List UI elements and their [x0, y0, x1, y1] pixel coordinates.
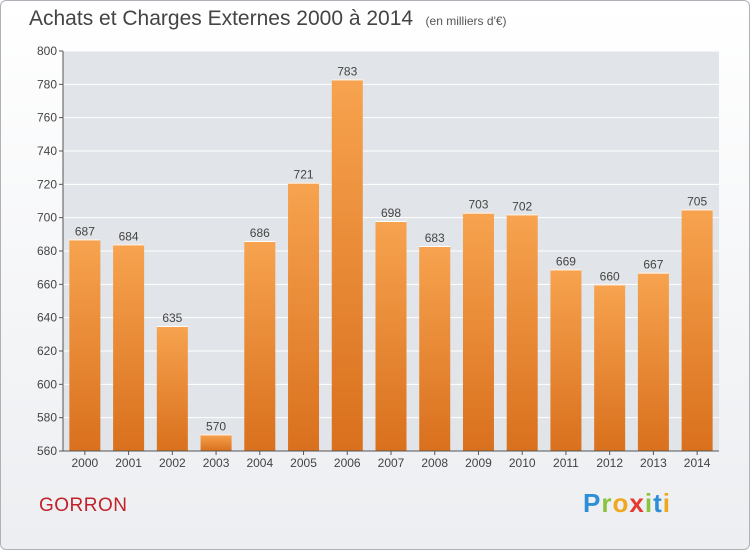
y-tick-label: 600: [37, 377, 57, 391]
bar: [156, 326, 188, 451]
bar-value-label: 705: [687, 194, 707, 208]
x-tick-label: 2003: [203, 456, 230, 470]
bar: [200, 434, 232, 451]
bar: [637, 272, 669, 451]
logo-letter: x: [629, 488, 645, 518]
y-tick-label: 780: [37, 77, 57, 91]
bar: [331, 79, 363, 451]
logo-letter: i: [662, 488, 671, 518]
bar: [113, 244, 145, 451]
y-tick-label: 760: [37, 111, 57, 125]
y-tick-label: 680: [37, 244, 57, 258]
x-tick-label: 2001: [115, 456, 142, 470]
logo-letter: t: [653, 488, 663, 518]
bar-value-label: 783: [337, 64, 357, 78]
title-row: Achats et Charges Externes 2000 à 2014 (…: [29, 7, 507, 31]
x-tick-label: 2005: [290, 456, 317, 470]
x-tick-label: 2000: [72, 456, 99, 470]
logo-letter: o: [612, 488, 630, 518]
bar-value-label: 660: [600, 269, 620, 283]
y-tick-label: 580: [37, 411, 57, 425]
bar: [69, 239, 101, 451]
bar: [462, 212, 494, 451]
x-tick-label: 2010: [509, 456, 536, 470]
bar-value-label: 721: [294, 168, 314, 182]
x-tick-label: 2013: [640, 456, 667, 470]
bar: [375, 221, 407, 451]
x-tick-label: 2002: [159, 456, 186, 470]
bar: [244, 241, 276, 451]
bar-value-label: 635: [162, 311, 182, 325]
bar: [419, 246, 451, 451]
x-tick-label: 2008: [421, 456, 448, 470]
x-tick-label: 2009: [465, 456, 492, 470]
bar-value-label: 667: [643, 258, 663, 272]
bar-value-label: 570: [206, 419, 226, 433]
bar-value-label: 686: [250, 226, 270, 240]
y-tick-label: 640: [37, 311, 57, 325]
city-name: GORRON: [39, 495, 128, 516]
y-tick-label: 660: [37, 277, 57, 291]
x-tick-label: 2007: [378, 456, 405, 470]
bar-value-label: 687: [75, 224, 95, 238]
bar-value-label: 669: [556, 254, 576, 268]
bar: [506, 214, 538, 451]
x-tick-label: 2012: [596, 456, 623, 470]
bar-value-label: 703: [468, 198, 488, 212]
bar-value-label: 684: [119, 229, 139, 243]
y-tick-label: 620: [37, 344, 57, 358]
bar-value-label: 698: [381, 206, 401, 220]
x-tick-label: 2014: [684, 456, 711, 470]
logo-letter: P: [583, 488, 602, 518]
bar: [550, 269, 582, 451]
chart-subtitle: (en milliers d'€): [425, 14, 507, 28]
logo-letter: i: [644, 488, 654, 518]
x-tick-label: 2011: [553, 456, 579, 470]
y-tick-label: 700: [37, 211, 57, 225]
x-tick-label: 2006: [334, 456, 361, 470]
bar-value-label: 702: [512, 199, 532, 213]
y-tick-label: 740: [37, 144, 57, 158]
bar: [288, 182, 320, 451]
chart-title: Achats et Charges Externes 2000 à 2014: [29, 7, 414, 30]
bar: [594, 284, 626, 451]
proxiti-logo: Proxiti: [583, 488, 671, 519]
y-tick-label: 800: [37, 44, 57, 58]
y-tick-label: 560: [37, 444, 57, 458]
y-tick-label: 720: [37, 177, 57, 191]
bar: [681, 209, 713, 451]
logo-letter: r: [601, 488, 613, 518]
bar-value-label: 683: [425, 231, 445, 245]
x-tick-label: 2004: [246, 456, 273, 470]
